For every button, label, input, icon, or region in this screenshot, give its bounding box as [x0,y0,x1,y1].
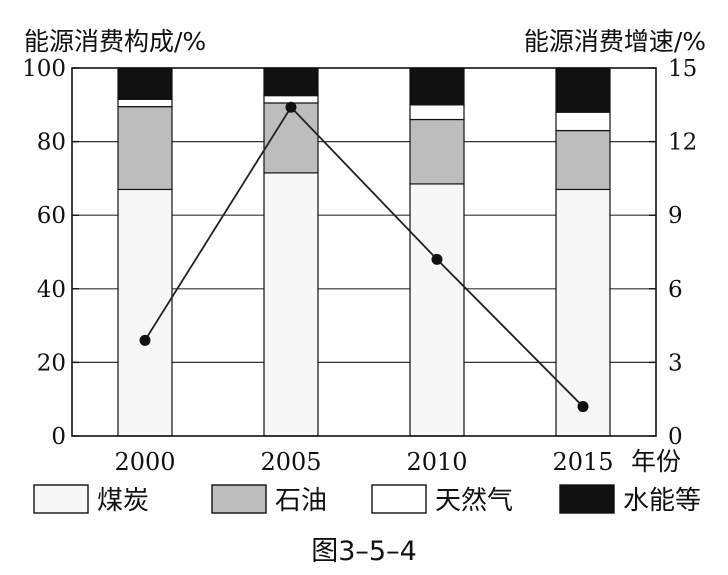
stacked-bars [117,67,611,437]
right-tick-label: 3 [668,350,683,376]
bar-segment-水能等-2010 [409,67,465,106]
growth-line [139,101,589,413]
growth-point-2015 [577,401,589,413]
left-tick-label: 80 [37,130,66,156]
bar-segment-煤炭-2015 [555,188,611,437]
legend-swatch-水能等 [559,484,615,514]
tick-labels: 0 20 40 60 80 100 0 3 6 9 12 15 2000 2005 2010 2015 [22,56,697,476]
x-tick-label: 2010 [406,448,467,476]
bar-segment-石油-2005 [263,102,319,174]
growth-line-path [144,105,584,408]
legend-label-水能等: 水能等 [623,486,701,516]
right-tick-label: 12 [668,130,697,156]
left-axis-title: 能源消费构成/% [24,27,206,56]
bar-segment-石油-2000 [117,106,173,191]
bar-segment-石油-2010 [409,118,465,185]
legend-label-天然气: 天然气 [435,486,513,516]
left-tick-label: 20 [37,350,66,376]
right-axis-title: 能源消费增速/% [524,27,706,56]
left-tick-label: 0 [51,424,66,450]
legend-swatch-石油 [211,484,267,514]
plot-frame [71,67,657,437]
legend-label-石油: 石油 [275,486,327,516]
axes [71,67,657,437]
bar-segment-水能等-2015 [555,67,611,113]
bar-segment-煤炭-2010 [409,183,465,437]
growth-point-2005 [285,101,297,113]
left-tick-label: 100 [22,56,66,82]
bar-segment-水能等-2000 [117,67,173,100]
right-tick-label: 0 [668,424,683,450]
left-tick-label: 60 [37,203,66,229]
growth-point-2000 [139,334,151,346]
bar-segment-煤炭-2005 [263,172,319,437]
legend-label-煤炭: 煤炭 [97,486,149,516]
right-tick-label: 9 [668,203,683,229]
x-tick-label: 2015 [552,448,613,476]
legend-swatch-煤炭 [33,484,89,514]
bar-segment-石油-2015 [555,129,611,191]
bar-segment-天然气-2010 [409,104,465,121]
growth-point-2010 [431,253,443,265]
x-axis-title: 年份 [631,447,681,476]
bar-segment-天然气-2015 [555,111,611,132]
right-tick-label: 6 [668,277,683,303]
right-tick-label: 15 [668,56,697,82]
bar-segment-天然气-2000 [117,98,173,108]
bar-segment-水能等-2005 [263,67,319,97]
legend-swatch-天然气 [371,484,427,514]
bar-segment-煤炭-2000 [117,188,173,437]
figure-caption: 图3–5–4 [311,536,417,567]
x-tick-label: 2005 [260,448,321,476]
left-tick-label: 40 [37,277,66,303]
legend: 煤炭 石油 天然气 水能等 [33,484,701,516]
x-tick-label: 2000 [114,448,175,476]
